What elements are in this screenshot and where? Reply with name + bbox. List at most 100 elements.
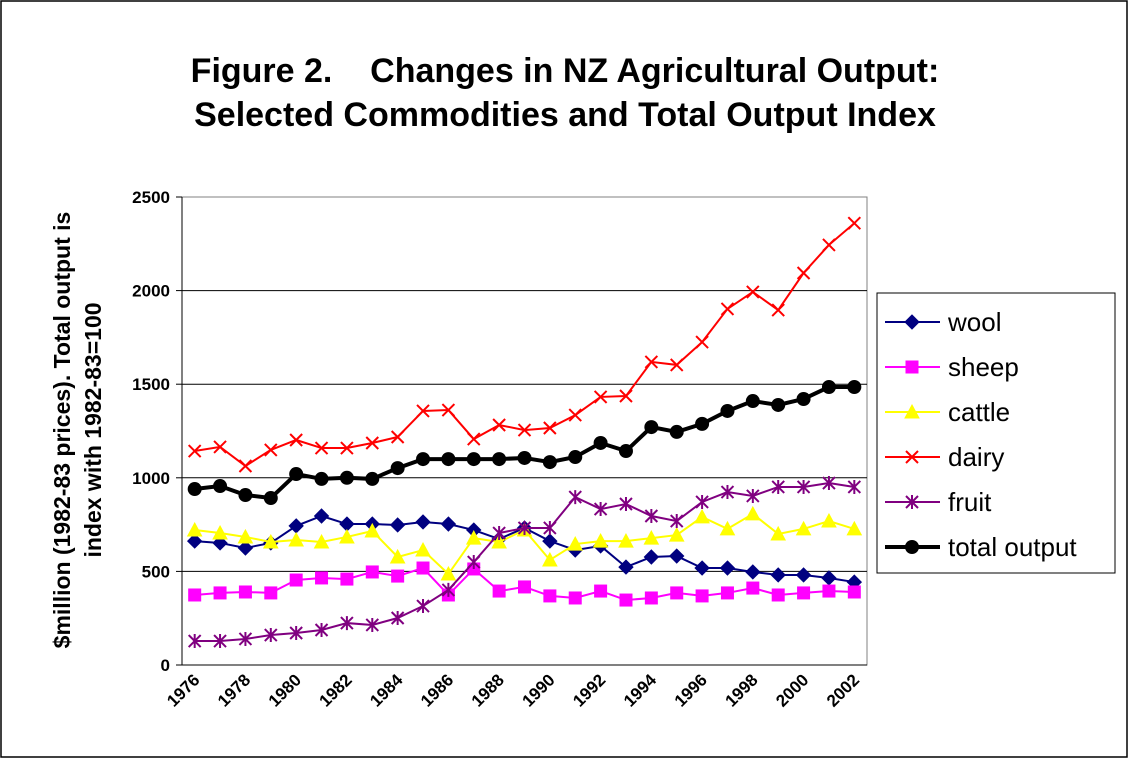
data-point [289, 467, 304, 482]
data-point [289, 625, 303, 640]
data-point [340, 616, 354, 631]
legend-label: cattle [948, 397, 1010, 427]
data-point [821, 380, 836, 395]
data-point [543, 421, 557, 435]
data-point [771, 397, 786, 412]
data-point [391, 569, 405, 583]
data-point [212, 524, 228, 540]
data-point [492, 526, 506, 541]
y-tick-label: 2000 [132, 282, 170, 301]
data-point [237, 540, 254, 556]
data-point [518, 580, 531, 594]
data-point [644, 355, 659, 369]
y-tick-label: 0 [161, 656, 170, 675]
data-point [695, 335, 709, 349]
data-point [213, 479, 228, 494]
data-point [770, 525, 787, 541]
data-point [238, 459, 253, 473]
data-point [466, 452, 481, 467]
data-point [517, 423, 532, 437]
legend-label: wool [947, 307, 1001, 337]
data-point [213, 586, 227, 600]
data-point [619, 389, 633, 403]
data-point [313, 508, 330, 524]
data-point [695, 416, 710, 431]
data-point [694, 560, 710, 576]
data-point [262, 533, 279, 549]
data-point [264, 443, 278, 457]
data-point [822, 238, 836, 252]
data-point [744, 505, 761, 521]
data-point [467, 555, 481, 570]
data-point [339, 528, 355, 544]
data-point [186, 521, 203, 537]
data-point [644, 591, 658, 605]
data-point [542, 455, 557, 470]
data-point [771, 303, 785, 317]
legend-label: total output [948, 532, 1077, 562]
y-axis-label: index with 1982-83=100 [80, 302, 106, 557]
data-point [340, 572, 354, 586]
y-tick-label: 1000 [132, 469, 170, 488]
data-point [771, 479, 785, 494]
data-point [364, 522, 381, 538]
data-point [846, 520, 863, 536]
data-point [390, 461, 405, 476]
legend-marker [904, 314, 920, 330]
data-point [313, 533, 330, 549]
data-point [340, 441, 354, 455]
data-point [415, 514, 431, 530]
data-point [746, 285, 760, 299]
data-point [593, 390, 608, 404]
data-point [822, 584, 836, 598]
data-point [669, 548, 685, 564]
data-point [670, 514, 684, 529]
data-point [213, 440, 227, 454]
data-point [542, 551, 558, 567]
data-point [567, 536, 584, 551]
legend-marker [905, 360, 919, 374]
data-point [517, 450, 532, 465]
data-point [619, 593, 633, 607]
data-point [314, 471, 329, 486]
legend-marker [905, 495, 919, 509]
data-point [720, 302, 735, 316]
data-point [264, 628, 278, 643]
legend-marker [905, 450, 919, 464]
data-point [263, 491, 278, 506]
data-point [668, 527, 685, 542]
data-point [745, 564, 761, 580]
data-point [568, 408, 582, 422]
data-point [491, 533, 507, 549]
data-point [264, 586, 278, 600]
data-point [441, 403, 456, 417]
data-point [339, 470, 354, 485]
data-point [720, 586, 734, 600]
data-point [416, 561, 430, 575]
data-point [695, 589, 709, 603]
data-point [643, 549, 660, 565]
data-point [695, 494, 709, 509]
data-point [365, 436, 379, 450]
legend-label: fruit [948, 487, 992, 517]
data-point [719, 560, 736, 576]
data-point [289, 433, 303, 447]
data-point [186, 533, 203, 549]
data-point [238, 488, 253, 503]
y-axis-label: $million (1982-83 prices). Total output … [49, 212, 75, 649]
data-point [492, 452, 507, 467]
data-point [795, 567, 812, 583]
data-point [390, 611, 405, 626]
data-point [315, 571, 329, 585]
data-point [542, 533, 558, 549]
y-tick-label: 1500 [132, 375, 170, 394]
data-point [847, 380, 862, 395]
y-tick-label: 2500 [132, 188, 170, 207]
data-point [594, 584, 608, 598]
data-point [568, 450, 583, 465]
data-point [517, 520, 532, 535]
data-point [771, 588, 785, 602]
data-point [619, 497, 633, 512]
data-point [543, 589, 557, 603]
data-point [795, 520, 812, 536]
